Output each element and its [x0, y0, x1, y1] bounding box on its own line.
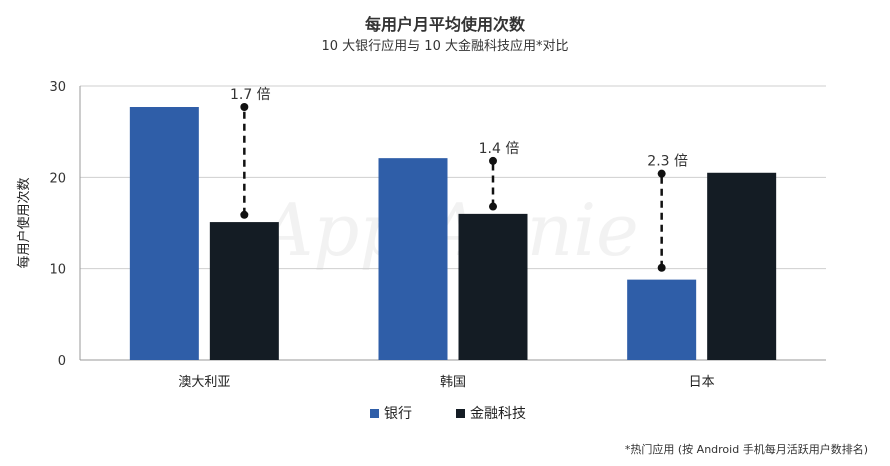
y-axis-label: 每用户使用次数: [16, 177, 32, 268]
bar-fintech: [209, 222, 279, 360]
ratio-label: 2.3 倍: [647, 154, 688, 170]
ratio-dot: [489, 156, 497, 165]
x-category-label: 澳大利亚: [178, 374, 230, 390]
x-category-label: 日本: [689, 375, 715, 390]
ratio-dot: [240, 103, 249, 112]
ratio-dot: [240, 210, 249, 219]
chart-title: 每用户月平均使用次数: [365, 15, 526, 34]
legend-swatch-bank: [370, 409, 379, 418]
y-tick-label: 20: [49, 171, 66, 186]
ratio-label: 1.7 倍: [230, 87, 271, 103]
bar-bank: [627, 279, 697, 360]
bar-bank: [129, 107, 199, 360]
y-tick-label: 10: [49, 263, 66, 278]
chart-subtitle: 10 大银行应用与 10 大金融科技应用*对比: [322, 38, 569, 54]
ratio-dot: [657, 169, 666, 178]
bar-fintech: [707, 172, 777, 360]
bar-bank: [378, 158, 448, 360]
legend-label-bank: 银行: [384, 406, 412, 422]
ratio-dot: [489, 202, 497, 211]
x-category-label: 韩国: [440, 375, 466, 390]
legend-label-fintech: 金融科技: [470, 406, 526, 422]
ratio-dot: [657, 263, 666, 272]
bar-fintech: [458, 213, 528, 360]
ratio-label: 1.4 倍: [479, 141, 520, 157]
y-tick-label: 30: [49, 80, 66, 95]
legend-swatch-fintech: [456, 409, 465, 418]
footnote: *热门应用 (按 Android 手机每月活跃用户数排名): [625, 442, 868, 456]
y-tick-label: 0: [58, 354, 66, 369]
